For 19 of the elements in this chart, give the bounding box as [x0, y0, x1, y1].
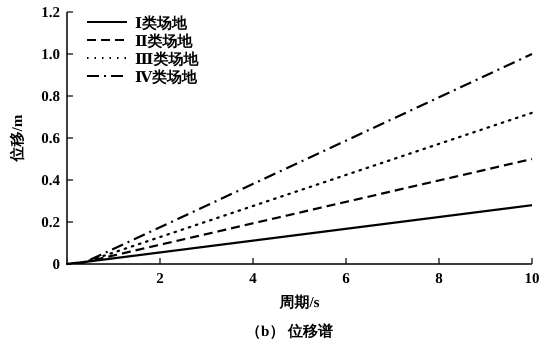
x-tick-label: 6	[342, 271, 350, 287]
legend-label: Ⅰ类场地	[135, 15, 188, 32]
x-tick-label: 4	[249, 271, 258, 287]
y-tick-label: 1.0	[41, 47, 60, 63]
legend-label: Ⅲ类场地	[135, 51, 200, 68]
y-tick-label: 0.6	[41, 131, 60, 147]
y-tick-label: 0.2	[41, 215, 60, 231]
legend-label: Ⅱ类场地	[135, 33, 194, 50]
y-tick-label: 0	[52, 257, 60, 273]
y-tick-label: 0.8	[41, 89, 60, 105]
x-tick-label: 8	[435, 271, 443, 287]
text: （b） 位移谱	[246, 322, 334, 340]
legend-label: Ⅳ类场地	[135, 69, 198, 86]
x-tick-label: 10	[524, 271, 540, 287]
x-axis-title: 周期/s	[278, 294, 320, 311]
x-tick-label: 2	[156, 271, 164, 287]
y-axis-title: 位移/m	[9, 114, 26, 162]
y-tick-label: 0.4	[41, 173, 60, 189]
y-tick-label: 1.2	[41, 5, 60, 21]
